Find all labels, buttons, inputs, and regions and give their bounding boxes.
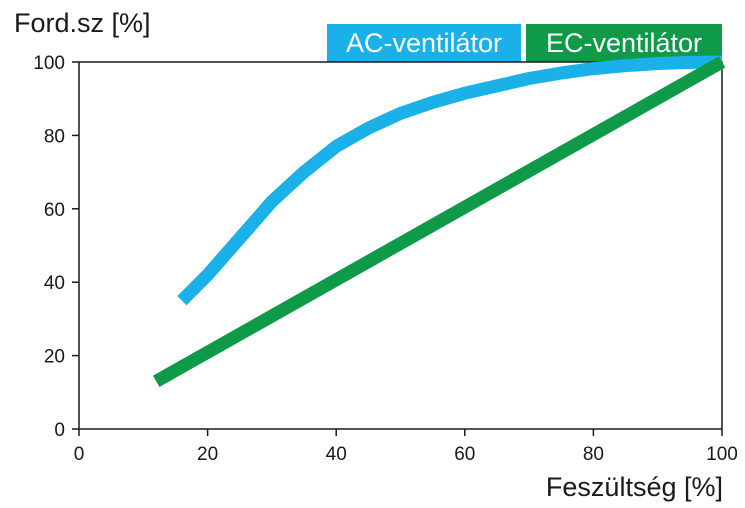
y-tick-label: 20 — [44, 347, 65, 368]
chart-ticks: 0 20 40 60 80 100 0 20 40 60 80 100 — [33, 53, 738, 465]
x-tick-label: 20 — [197, 444, 218, 465]
chart-axes — [78, 61, 723, 430]
x-tick-label: 40 — [326, 444, 347, 465]
y-tick-label: 40 — [44, 273, 65, 294]
x-tick-label: 100 — [706, 444, 738, 465]
x-axis-title: Feszültség [%] — [545, 472, 723, 502]
y-tick-label: 0 — [54, 420, 65, 441]
y-axis-title: Ford.sz [%] — [14, 8, 151, 38]
x-tick-label: 80 — [583, 444, 604, 465]
ec-ventilator-line — [153, 56, 726, 387]
y-tick-label: 100 — [33, 53, 65, 74]
y-tick-label: 60 — [44, 200, 65, 221]
chart-series — [153, 55, 726, 387]
plot-frame — [78, 61, 723, 430]
x-tick-label: 0 — [74, 444, 85, 465]
legend-ac-ventilator: AC-ventilátor — [327, 24, 521, 62]
y-tick-label: 80 — [44, 126, 65, 147]
x-tick-label: 60 — [454, 444, 475, 465]
ac-ventilator-line — [177, 55, 723, 306]
legend-ec-ventilator: EC-ventilátor — [526, 24, 722, 62]
